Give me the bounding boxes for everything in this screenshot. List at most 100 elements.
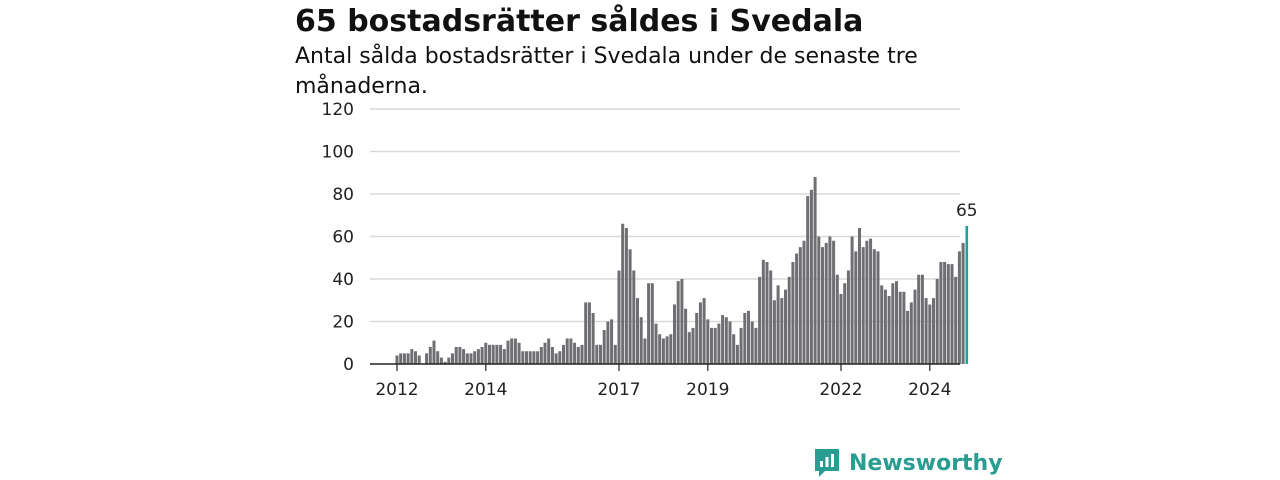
bar — [784, 289, 787, 364]
bar — [443, 361, 447, 364]
newsworthy-brand: Newsworthy — [813, 447, 1003, 479]
bar — [898, 291, 902, 364]
bar — [943, 262, 947, 364]
bar — [809, 189, 813, 364]
bar — [547, 338, 551, 364]
bar — [939, 262, 943, 364]
bar — [920, 274, 924, 364]
bar — [510, 338, 514, 364]
bar — [632, 270, 636, 364]
bar — [621, 223, 625, 364]
bar — [739, 327, 743, 364]
bar — [465, 353, 469, 364]
bar — [710, 327, 713, 364]
bar — [439, 357, 443, 364]
bar — [480, 347, 484, 364]
bar — [617, 270, 621, 364]
bar — [843, 283, 847, 364]
bar — [639, 317, 643, 364]
y-tick-label: 0 — [343, 355, 354, 375]
highlight-value-label: 65 — [956, 201, 978, 221]
bar — [543, 342, 547, 364]
bar — [854, 251, 858, 364]
bar — [673, 304, 676, 364]
bar — [687, 332, 691, 364]
bar — [643, 338, 647, 364]
bar — [850, 236, 854, 364]
bar — [406, 353, 410, 364]
brand-name: Newsworthy — [849, 450, 1003, 476]
bar — [654, 323, 658, 364]
bar — [669, 334, 673, 364]
bar — [965, 225, 969, 364]
bar — [513, 338, 517, 364]
bar — [957, 251, 961, 364]
bar — [695, 313, 699, 364]
bar — [721, 315, 725, 364]
y-tick-label: 80 — [332, 185, 354, 205]
y-tick-label: 120 — [322, 100, 354, 120]
bar — [606, 321, 610, 364]
bar — [791, 262, 795, 364]
bar — [636, 298, 639, 364]
bar — [780, 298, 784, 364]
bar — [680, 279, 684, 364]
y-tick-label: 20 — [332, 313, 354, 333]
bar — [713, 327, 717, 364]
bar — [817, 236, 821, 364]
x-tick-label: 2019 — [686, 380, 729, 400]
bar — [795, 253, 799, 364]
bar — [698, 302, 702, 364]
bar — [928, 304, 932, 364]
bar — [880, 285, 884, 364]
bar — [684, 308, 688, 364]
bar — [476, 349, 480, 364]
bar — [506, 340, 510, 364]
bar — [732, 334, 736, 364]
bar — [610, 319, 614, 364]
bar — [502, 349, 506, 364]
bar — [917, 274, 921, 364]
y-tick-label: 60 — [332, 228, 354, 248]
bar — [835, 274, 839, 364]
newsworthy-logo-icon — [815, 449, 839, 477]
bar — [750, 321, 754, 364]
x-axis-ticks: 2012 2014 2017 2019 2022 2024 — [375, 364, 951, 400]
bar — [735, 344, 739, 364]
bar — [846, 270, 850, 364]
bar — [395, 355, 399, 364]
bar — [950, 264, 954, 364]
bar — [536, 351, 540, 364]
bar — [647, 283, 651, 364]
bar — [650, 283, 654, 364]
bar — [869, 238, 873, 364]
bar — [935, 279, 939, 364]
grid-lines — [370, 108, 960, 323]
bar — [761, 259, 765, 364]
bar — [691, 327, 695, 364]
bar — [499, 344, 503, 364]
y-tick-label: 40 — [332, 270, 354, 290]
bar — [876, 251, 880, 364]
bar — [414, 351, 417, 364]
bar — [447, 357, 451, 364]
bar — [428, 347, 432, 364]
bar — [658, 334, 662, 364]
bar — [798, 247, 802, 364]
bar — [772, 300, 776, 364]
bar — [436, 351, 440, 364]
bar — [558, 351, 562, 364]
bar — [902, 291, 906, 364]
bar — [858, 228, 861, 364]
bar — [802, 240, 806, 364]
bar — [883, 289, 887, 364]
bar — [454, 347, 458, 364]
bar — [828, 236, 832, 364]
bar — [451, 353, 454, 364]
bars — [395, 177, 969, 364]
bar — [399, 353, 403, 364]
bar — [488, 344, 491, 364]
bar — [473, 351, 477, 364]
bar — [787, 276, 791, 364]
bar — [484, 342, 488, 364]
